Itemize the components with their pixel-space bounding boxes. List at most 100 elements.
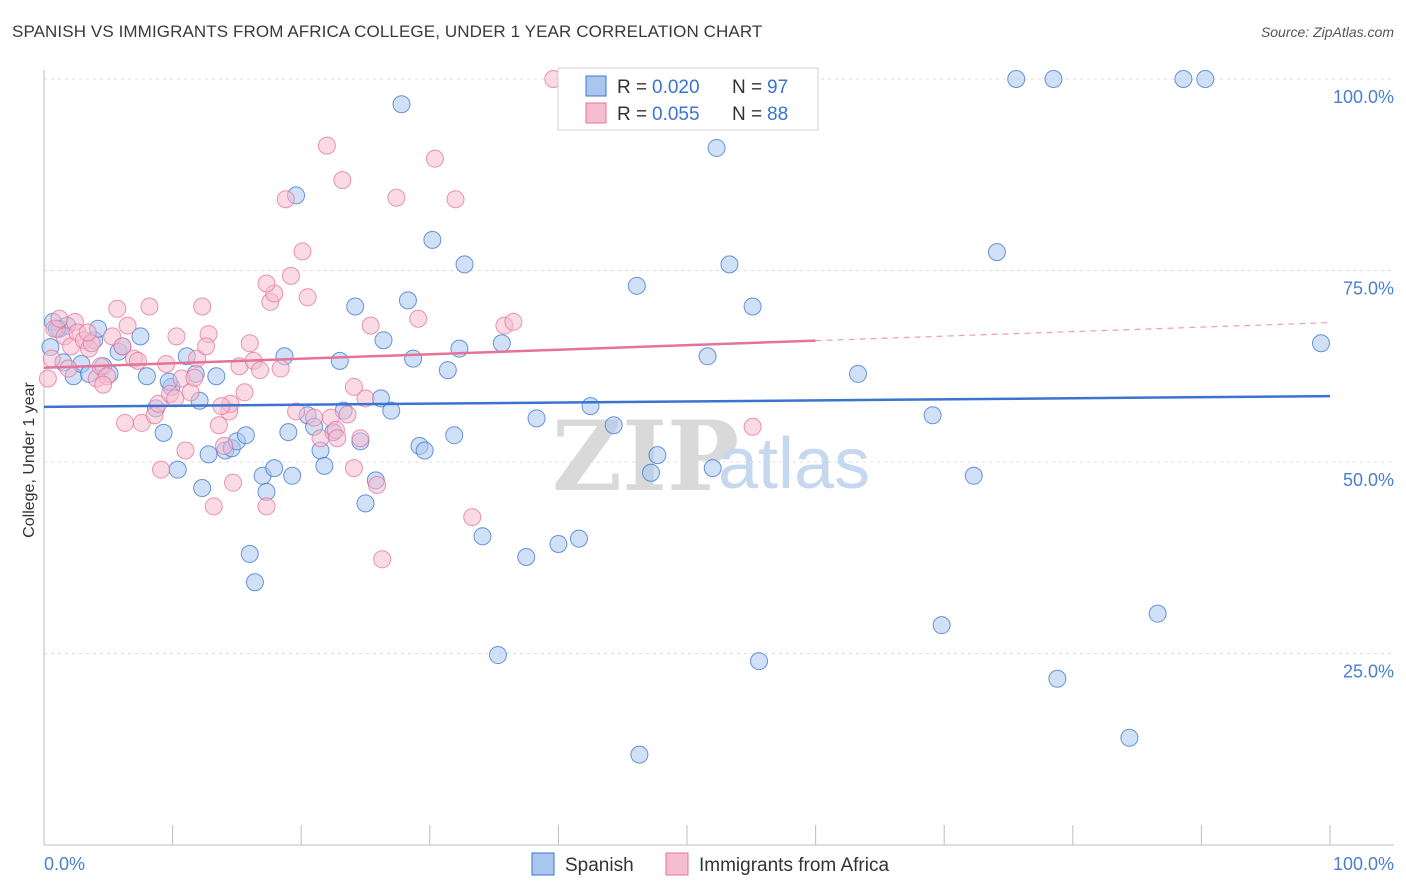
- point-spanish: [703, 459, 722, 478]
- point-africa: [128, 351, 147, 370]
- point-spanish: [1007, 70, 1026, 88]
- point-spanish: [398, 291, 417, 310]
- point-spanish: [987, 243, 1006, 262]
- point-africa: [305, 408, 324, 427]
- point-africa: [167, 327, 186, 346]
- point-africa: [743, 417, 762, 436]
- point-africa: [193, 297, 212, 316]
- point-africa: [504, 312, 523, 331]
- point-africa: [149, 394, 168, 413]
- point-spanish: [641, 463, 660, 482]
- watermark-zip: ZIP: [552, 400, 739, 513]
- point-africa: [113, 337, 132, 356]
- point-spanish: [707, 138, 726, 157]
- point-spanish: [1048, 669, 1067, 688]
- legend-n-label-africa: N =: [732, 104, 762, 125]
- point-africa: [152, 460, 171, 479]
- point-spanish: [581, 397, 600, 416]
- point-spanish: [849, 364, 868, 383]
- point-africa: [240, 334, 259, 353]
- point-spanish: [1174, 70, 1193, 88]
- point-africa: [257, 274, 276, 293]
- point-spanish: [265, 459, 284, 478]
- point-africa: [344, 377, 363, 396]
- x-tick-label-max: 100.0%: [1333, 854, 1394, 874]
- legend-n-label-spanish: N =: [732, 77, 762, 98]
- trend-line-spanish: [43, 394, 1331, 409]
- y-tick-label: 50.0%: [1343, 470, 1394, 490]
- point-africa: [287, 402, 306, 421]
- y-tick-label: 100.0%: [1333, 87, 1394, 107]
- point-spanish: [923, 406, 942, 425]
- point-africa: [257, 497, 276, 516]
- point-spanish: [404, 349, 423, 368]
- point-africa: [224, 473, 243, 492]
- point-spanish: [236, 426, 255, 445]
- trend-lines: [43, 321, 1331, 409]
- chart-source: Source: ZipAtlas.com: [1260, 24, 1394, 40]
- point-spanish: [604, 416, 623, 435]
- point-spanish: [283, 466, 302, 485]
- point-spanish: [527, 409, 546, 428]
- point-africa: [356, 389, 375, 408]
- point-africa: [293, 242, 312, 261]
- point-spanish: [627, 276, 646, 295]
- point-spanish: [199, 445, 218, 464]
- point-spanish: [374, 331, 393, 350]
- point-africa: [298, 288, 317, 307]
- point-africa: [361, 316, 380, 335]
- point-spanish: [240, 544, 259, 563]
- y-tick-label: 25.0%: [1343, 662, 1394, 682]
- point-spanish: [1148, 604, 1167, 623]
- point-africa: [276, 190, 295, 209]
- point-africa: [59, 359, 78, 378]
- point-africa: [338, 405, 357, 424]
- point-spanish: [207, 367, 226, 386]
- point-spanish: [517, 547, 536, 566]
- point-africa: [140, 297, 159, 316]
- point-africa: [368, 475, 387, 494]
- point-spanish: [1044, 70, 1063, 88]
- point-africa: [185, 368, 204, 387]
- point-spanish: [356, 494, 375, 513]
- point-africa: [209, 416, 228, 435]
- point-africa: [42, 349, 61, 368]
- legend-r-value-africa: 0.055: [652, 104, 700, 125]
- point-africa: [197, 337, 216, 356]
- point-spanish: [245, 573, 264, 592]
- point-spanish: [168, 460, 187, 479]
- legend-swatch-africa: [585, 102, 607, 124]
- stats-legend: R = 0.020 N = 97 R = 0.055 N = 88: [557, 67, 819, 131]
- point-spanish: [455, 255, 474, 274]
- point-spanish: [346, 297, 365, 316]
- point-spanish: [492, 334, 511, 353]
- point-spanish: [315, 456, 334, 475]
- point-africa: [387, 188, 406, 207]
- point-spanish: [137, 367, 156, 386]
- legend-n-value-africa: 88: [767, 104, 788, 125]
- point-africa: [78, 323, 97, 342]
- point-africa: [409, 309, 428, 328]
- point-spanish: [648, 446, 667, 465]
- point-spanish: [330, 351, 349, 370]
- legend-swatch-spanish: [585, 75, 607, 97]
- y-tick-label: 75.0%: [1343, 279, 1394, 299]
- point-africa: [116, 413, 135, 432]
- point-africa: [344, 459, 363, 478]
- point-africa: [94, 375, 113, 394]
- point-spanish: [630, 745, 649, 764]
- point-africa: [463, 508, 482, 527]
- point-spanish: [549, 534, 568, 553]
- point-spanish: [154, 423, 173, 442]
- axes: [43, 70, 1394, 846]
- point-spanish: [473, 527, 492, 546]
- point-africa: [204, 497, 223, 516]
- y-axis-label: College, Under 1 year: [21, 382, 38, 538]
- point-africa: [446, 190, 465, 209]
- point-spanish: [279, 423, 298, 442]
- point-africa: [235, 383, 254, 402]
- point-africa: [317, 136, 336, 155]
- trend-line-africa-extension: [815, 321, 1331, 342]
- point-africa: [50, 309, 69, 328]
- point-spanish: [131, 327, 150, 346]
